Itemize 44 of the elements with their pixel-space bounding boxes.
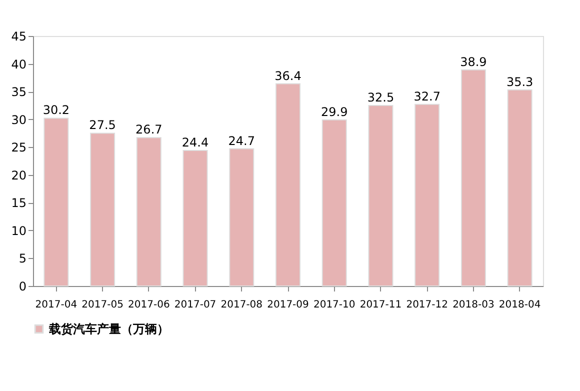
bar [368,104,394,286]
bar [182,150,208,286]
data-label: 32.5 [367,90,394,104]
data-label: 24.7 [228,134,255,148]
bar [229,148,254,286]
x-tick-label: 2017-07 [174,300,216,310]
data-label: 35.3 [506,74,534,89]
y-tick-label: 15 [11,196,26,210]
x-tick-label: 2017-09 [267,300,309,310]
bar [90,132,116,286]
bar [136,137,162,286]
y-tick-label: 5 [18,252,26,266]
bar [44,118,69,286]
data-label: 30.2 [42,103,70,118]
data-label: 27.5 [89,118,116,132]
x-tick-label: 2017-11 [360,300,402,310]
x-tick-label: 2018-03 [452,300,494,310]
legend-label: 载货汽车产量（万辆） [48,322,169,336]
y-tick-label: 20 [11,168,26,182]
y-tick-label: 0 [18,280,26,294]
y-tick-label: 40 [11,57,26,72]
x-tick-label: 2018-04 [498,300,541,310]
y-tick-label: 10 [11,224,26,238]
y-tick-label: 45 [11,30,26,44]
x-tick-label: 2017-06 [128,300,170,310]
x-tick-label: 2017-10 [313,300,356,310]
y-tick-label: 30 [11,112,26,127]
x-tick-label: 2017-08 [220,300,263,310]
bar [460,69,486,286]
y-tick-label: 25 [11,140,26,155]
data-label: 24.4 [182,135,209,150]
bar [507,89,532,286]
data-label: 38.9 [460,54,487,69]
x-tick-label: 2017-12 [406,300,448,310]
data-label: 36.4 [274,68,302,83]
data-label: 32.7 [414,89,440,104]
bar [276,83,300,286]
bar [322,119,347,286]
x-tick-label: 2017-05 [82,300,124,310]
y-tick-label: 35 [11,85,26,100]
data-label: 26.7 [136,122,162,137]
x-tick-label: 2017-04 [35,300,78,310]
data-label: 29.9 [321,104,348,119]
bar [414,104,440,286]
